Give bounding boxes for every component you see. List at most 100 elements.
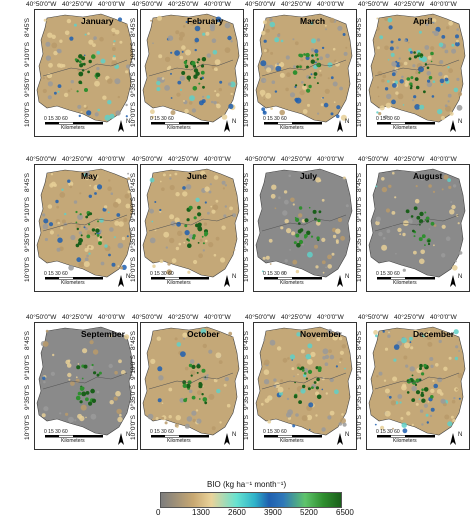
vegetation-patch xyxy=(413,206,418,211)
latitude-label: 9°35'0"S xyxy=(130,385,137,410)
vegetation-patch xyxy=(295,233,300,238)
biomass-patch xyxy=(99,218,104,223)
biomass-patch xyxy=(283,190,288,194)
biomass-patch xyxy=(184,230,190,236)
biomass-patch xyxy=(328,349,332,353)
latitude-label: 10°0'0"S xyxy=(24,102,31,127)
biomass-patch xyxy=(70,381,75,386)
biomass-patch xyxy=(423,332,428,337)
vegetation-patch xyxy=(420,55,423,59)
biomass-patch xyxy=(156,87,161,92)
biomass-patch xyxy=(278,391,283,396)
north-arrow-icon xyxy=(224,433,230,445)
vegetation-patch xyxy=(181,71,186,75)
vegetation-patch xyxy=(312,209,317,214)
biomass-patch xyxy=(439,60,444,64)
biomass-patch xyxy=(43,406,49,412)
biomass-patch xyxy=(202,249,205,252)
biomass-patch xyxy=(154,201,157,203)
biomass-patch xyxy=(310,351,316,357)
biomass-patch xyxy=(83,261,90,268)
scale-numbers: 0 15 30 60 xyxy=(150,116,174,122)
biomass-patch xyxy=(185,184,192,190)
biomass-patch xyxy=(438,42,444,48)
biomass-patch xyxy=(100,58,106,64)
biomass-patch xyxy=(260,402,264,406)
biomass-patch xyxy=(456,39,459,43)
biomass-patch xyxy=(412,64,416,68)
vegetation-patch xyxy=(86,234,91,239)
biomass-patch xyxy=(452,184,457,188)
biomass-patch xyxy=(335,331,340,336)
biomass-patch xyxy=(176,92,181,97)
vegetation-patch xyxy=(299,367,302,371)
vegetation-patch xyxy=(182,383,187,388)
biomass-patch xyxy=(77,363,80,365)
vegetation-patch xyxy=(187,380,192,385)
scale-numbers: 0 15 30 60 xyxy=(376,116,400,122)
vegetation-patch xyxy=(306,230,311,235)
longitude-label: 40°25'0"W xyxy=(394,1,425,8)
biomass-patch xyxy=(186,176,191,182)
biomass-patch xyxy=(156,80,161,86)
vegetation-patch xyxy=(190,374,193,377)
biomass-patch xyxy=(50,173,54,176)
biomass-patch xyxy=(161,416,165,420)
biomass-patch xyxy=(387,17,393,23)
biomass-patch xyxy=(454,260,457,263)
biomass-patch xyxy=(287,357,290,360)
biomass-patch xyxy=(263,369,270,375)
biomass-patch xyxy=(325,392,328,395)
biomass-patch xyxy=(57,234,60,237)
biomass-patch xyxy=(314,49,319,54)
month-label: June xyxy=(187,171,207,181)
biomass-patch xyxy=(401,337,407,344)
biomass-patch xyxy=(113,55,116,58)
map-graphic xyxy=(255,326,353,445)
biomass-patch xyxy=(392,376,398,382)
river-line xyxy=(148,59,234,77)
biomass-patch xyxy=(270,193,276,199)
biomass-patch xyxy=(75,376,78,379)
vegetation-patch xyxy=(183,60,188,65)
biomass-patch xyxy=(267,419,271,424)
biomass-patch xyxy=(180,351,186,357)
biomass-patch xyxy=(284,219,289,224)
biomass-patch xyxy=(121,236,126,241)
biomass-patch xyxy=(82,348,88,354)
biomass-patch xyxy=(124,334,130,340)
longitude-label: 40°25'0"W xyxy=(168,314,199,321)
biomass-patch xyxy=(113,396,118,401)
biomass-patch xyxy=(57,221,60,225)
biomass-patch xyxy=(399,79,404,84)
vegetation-patch xyxy=(410,84,413,88)
scale-bar xyxy=(377,277,435,280)
biomass-patch xyxy=(433,30,439,36)
biomass-patch xyxy=(42,77,45,80)
biomass-patch xyxy=(76,257,82,263)
biomass-patch xyxy=(289,92,296,98)
biomass-patch xyxy=(102,207,107,212)
biomass-patch xyxy=(85,416,87,419)
biomass-patch xyxy=(168,387,173,392)
biomass-patch xyxy=(452,419,456,423)
biomass-patch xyxy=(428,228,431,230)
biomass-patch xyxy=(64,212,67,216)
biomass-patch xyxy=(211,209,216,214)
biomass-patch xyxy=(340,114,347,121)
biomass-patch xyxy=(264,398,270,403)
latitude-label: 9°10'0"S xyxy=(356,42,363,67)
biomass-patch xyxy=(169,184,175,191)
vegetation-patch xyxy=(419,223,421,226)
biomass-patch xyxy=(198,253,203,259)
vegetation-patch xyxy=(316,236,320,240)
latitude-label: 10°0'0"S xyxy=(130,257,137,282)
biomass-patch xyxy=(430,407,435,412)
biomass-patch xyxy=(413,250,417,255)
biomass-patch xyxy=(45,55,52,61)
longitude-label: 40°50'0"W xyxy=(132,156,163,163)
biomass-patch xyxy=(209,183,212,186)
biomass-patch xyxy=(117,416,123,423)
biomass-patch xyxy=(83,54,86,57)
biomass-patch xyxy=(327,415,332,420)
